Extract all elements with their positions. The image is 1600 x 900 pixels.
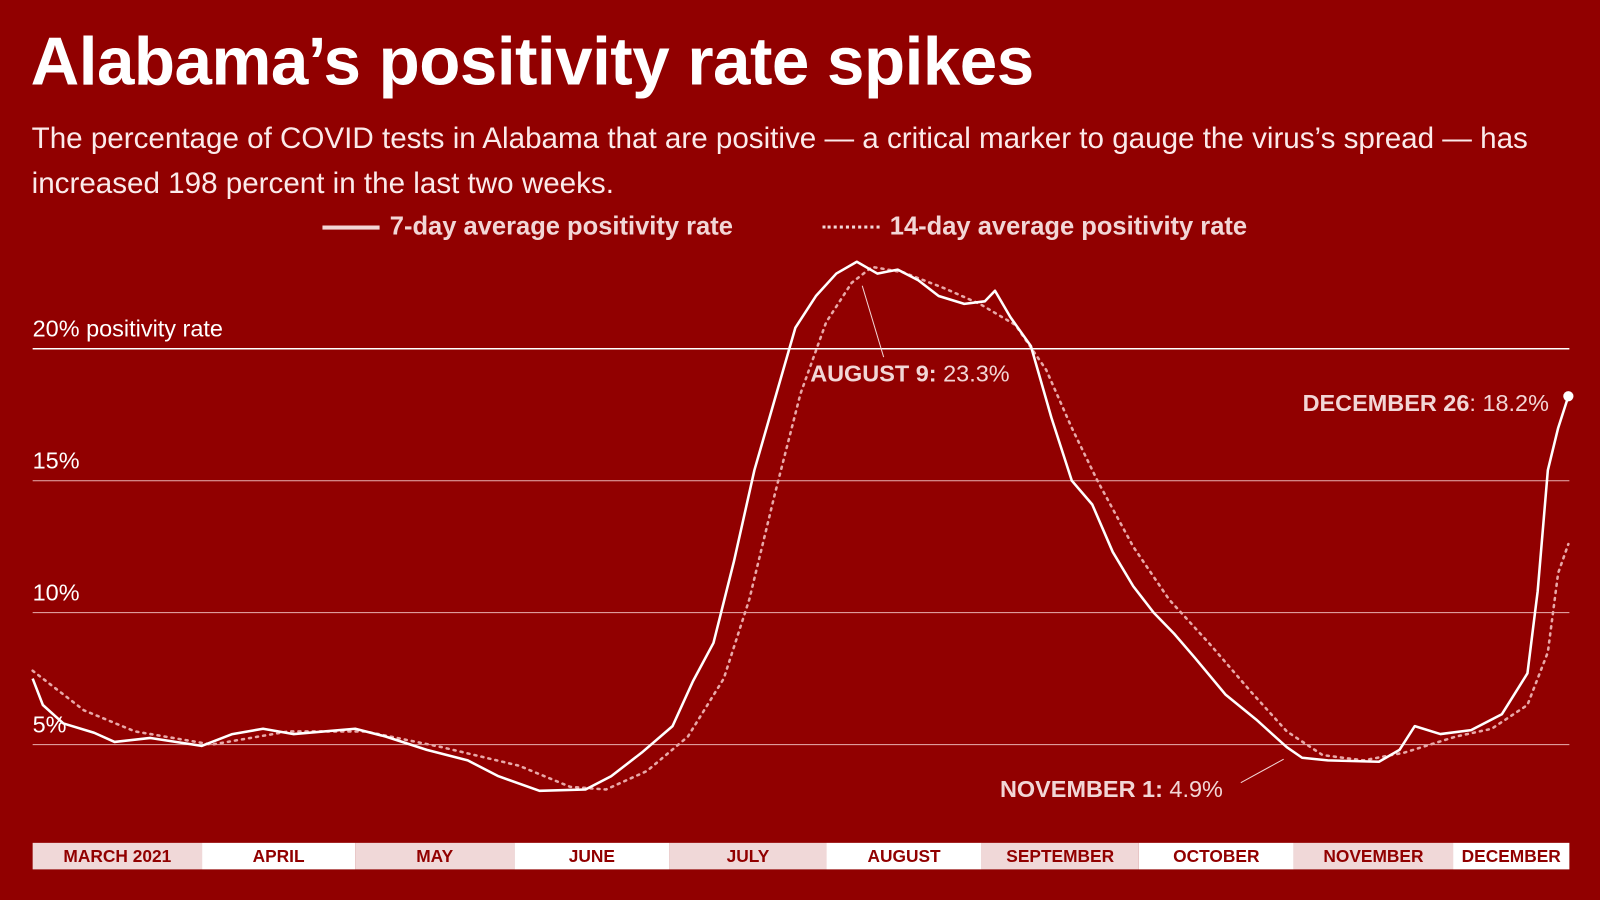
x-tick-label: NOVEMBER <box>1323 846 1424 866</box>
x-tick-label: JUNE <box>569 846 615 866</box>
month-band <box>202 842 356 870</box>
annotation-leader-aug9 <box>861 285 885 358</box>
x-tick-label: AUGUST <box>867 846 941 866</box>
legend-swatch-dotted <box>822 225 880 229</box>
month-band <box>669 842 827 870</box>
annotation-dec26: DECEMBER 26: 18.2% <box>1303 390 1550 416</box>
month-band <box>826 842 982 870</box>
x-tick-label: JULY <box>727 846 770 866</box>
x-tick-label: DECEMBER <box>1462 846 1562 866</box>
legend-label: 7-day average positivity rate <box>389 212 733 241</box>
month-band <box>1453 842 1570 870</box>
month-band <box>355 842 515 870</box>
annotation-nov1: NOVEMBER 1: 4.9% <box>1000 776 1223 802</box>
month-band <box>514 842 670 870</box>
x-tick-label: SEPTEMBER <box>1006 846 1114 866</box>
chart-title: Alabama’s positivity rate spikes <box>30 23 1035 99</box>
y-tick-label: 15% <box>33 447 80 473</box>
x-tick-label: MARCH 2021 <box>63 846 171 866</box>
annotation-leader-nov1 <box>1240 758 1284 784</box>
month-band <box>32 842 203 870</box>
legend-item-7day: 7-day average positivity rate <box>322 212 733 242</box>
y-tick-label: 20% positivity rate <box>33 316 223 342</box>
annotation-aug9: AUGUST 9: 23.3% <box>810 361 1010 387</box>
legend-swatch-solid <box>322 224 380 230</box>
series-line-14day <box>31 265 1570 791</box>
month-band <box>1138 842 1294 870</box>
month-band <box>1293 842 1454 870</box>
x-tick-label: OCTOBER <box>1173 846 1260 866</box>
y-tick-label: 5% <box>33 711 67 737</box>
x-tick-label: MAY <box>416 846 453 866</box>
endpoint-marker <box>1563 391 1574 402</box>
series-line-7day <box>31 260 1570 793</box>
month-band <box>981 842 1139 870</box>
chart-subtitle: The percentage of COVID tests in Alabama… <box>31 122 1528 200</box>
y-tick-label: 10% <box>33 579 80 605</box>
x-tick-label: APRIL <box>253 846 305 866</box>
legend-label: 14-day average positivity rate <box>889 212 1248 241</box>
legend-item-14day: 14-day average positivity rate <box>822 212 1247 242</box>
